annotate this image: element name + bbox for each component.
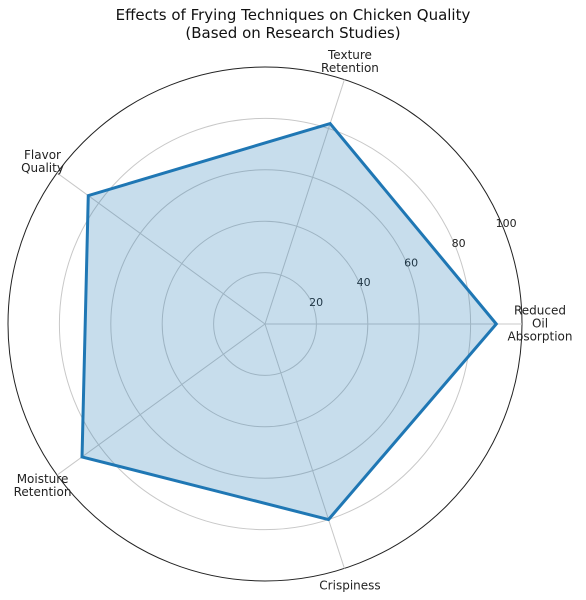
category-label: Reduced Oil Absorption: [507, 303, 573, 344]
category-label: Crispiness: [319, 578, 381, 593]
spoke: [56, 172, 266, 325]
category-label: Moisture Retention: [13, 471, 72, 499]
spoke: [264, 323, 345, 569]
chart-title: Effects of Frying Techniques on Chicken …: [115, 6, 471, 42]
r-tick-label: 60: [404, 256, 418, 269]
r-tick-label: 20: [309, 296, 323, 309]
spoke: [56, 323, 266, 476]
spoke: [264, 79, 345, 325]
r-tick-label: 80: [452, 237, 466, 250]
r-tick-label: 40: [357, 276, 371, 289]
category-label: Texture Retention: [321, 48, 379, 76]
series-area: [82, 123, 497, 520]
category-label: Flavor Quality: [21, 148, 64, 176]
series-line: [80, 121, 499, 522]
r-tick-label: 100: [496, 217, 517, 230]
